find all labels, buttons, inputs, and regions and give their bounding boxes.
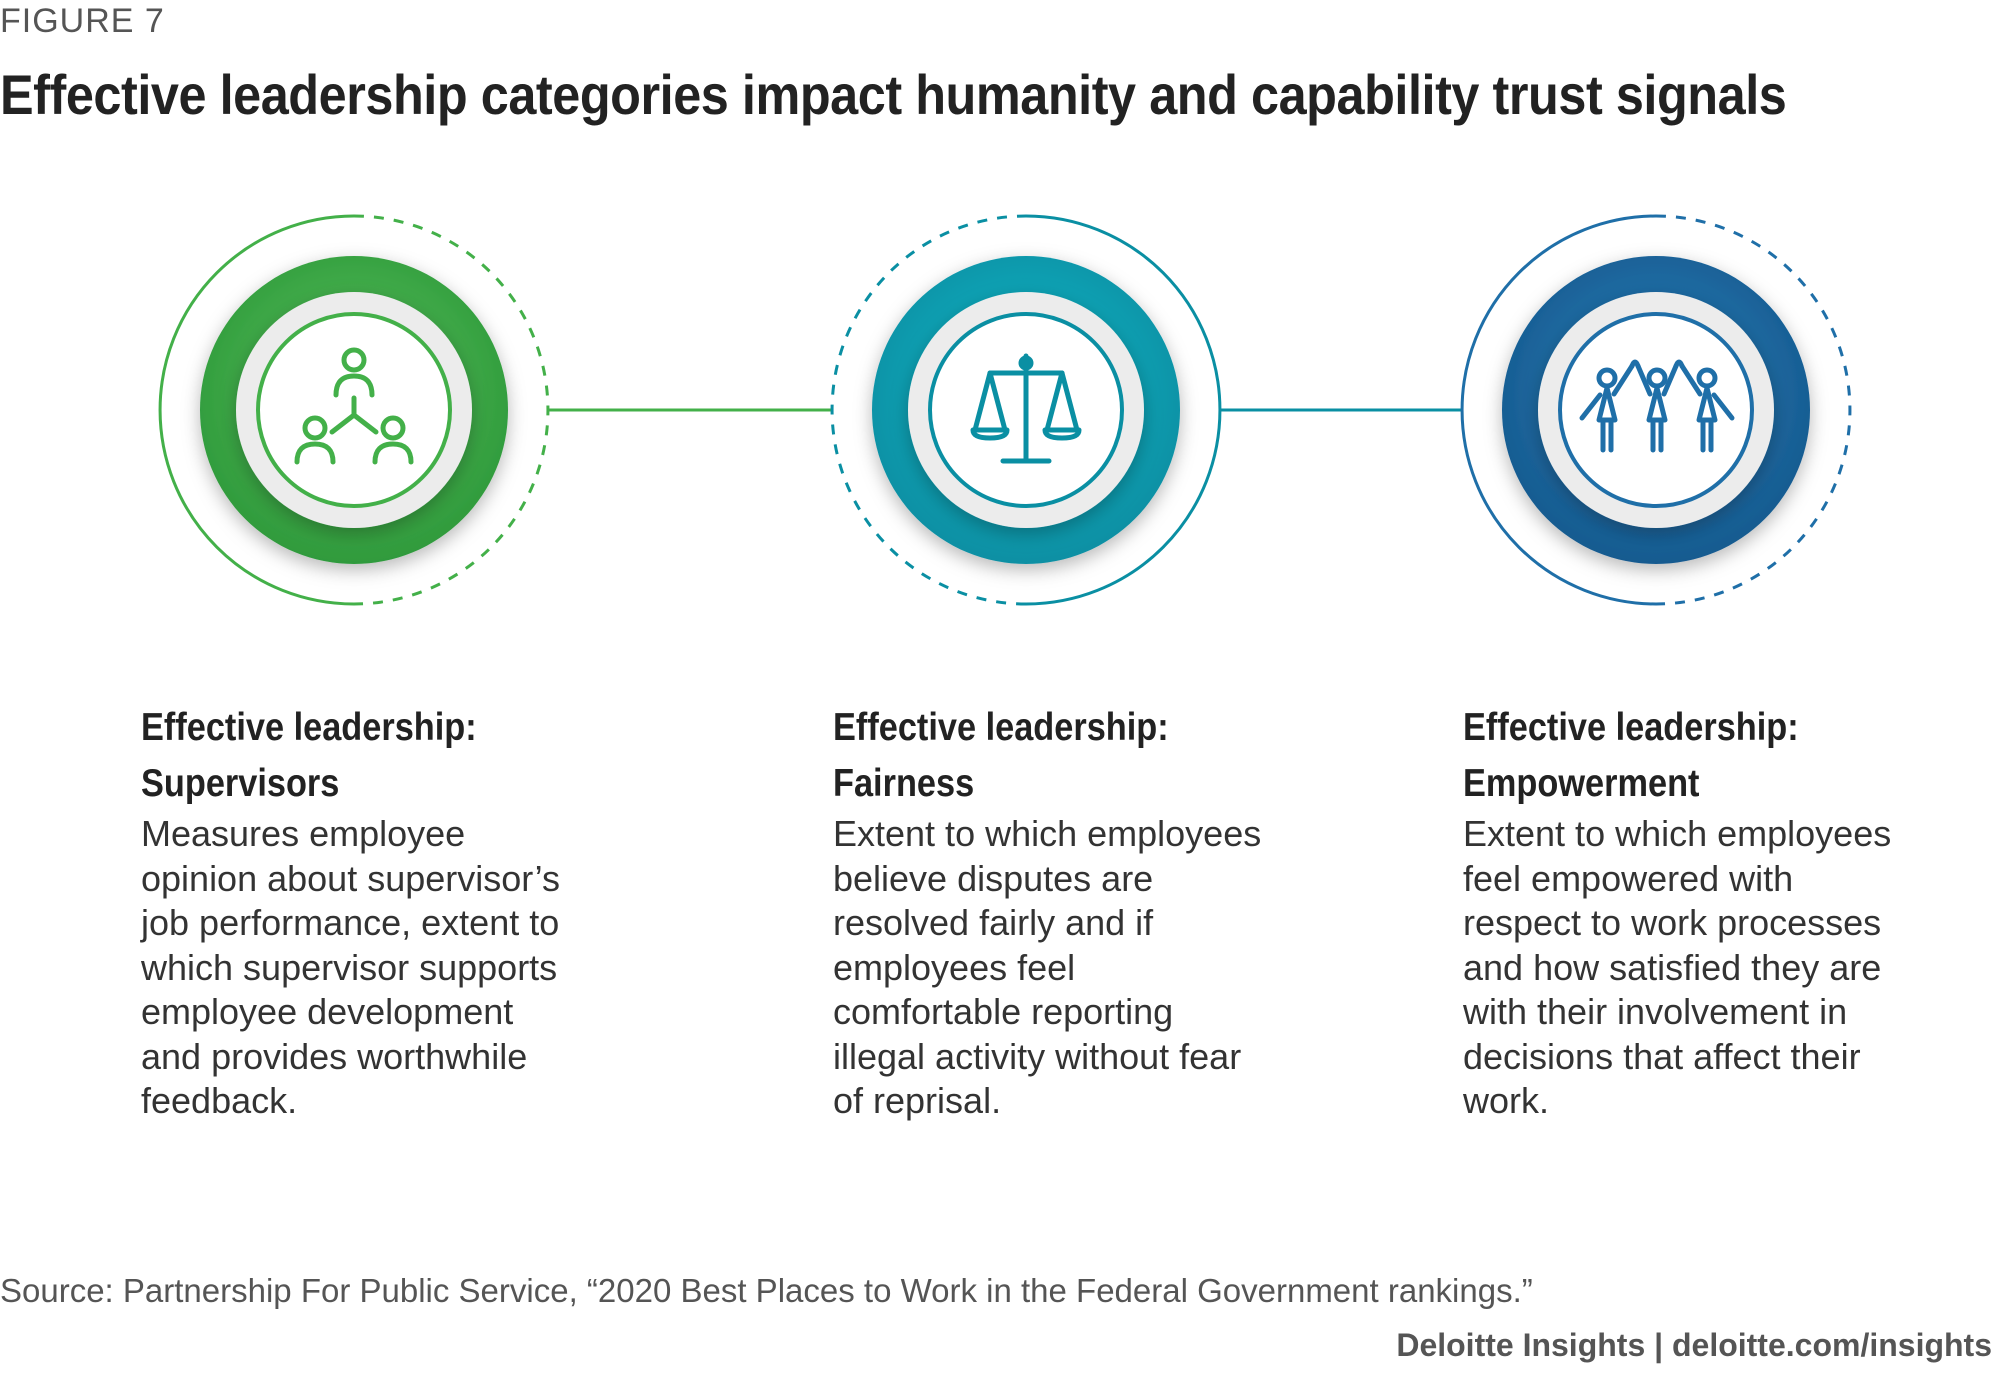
card-description: Extent to which employees believe disput… <box>833 813 1262 1121</box>
outer-ring-dashed <box>830 214 1027 606</box>
scales-of-justice-icon <box>970 353 1082 464</box>
card-heading-line1: Effective leadership: <box>141 706 477 749</box>
card-heading-line2: Supervisors <box>141 762 340 805</box>
card-empowerment: Effective leadership: Empowerment Extent… <box>1463 700 1903 1124</box>
outer-ring-dashed <box>1655 214 1852 606</box>
node-empowerment <box>1460 214 1852 606</box>
card-heading-line1: Effective leadership: <box>833 706 1169 749</box>
people-network-icon <box>294 347 414 465</box>
leadership-diagram <box>158 214 1852 606</box>
card-fairness: Effective leadership: Fairness Extent to… <box>833 700 1273 1124</box>
card-heading-line2: Fairness <box>833 762 975 805</box>
card-description: Extent to which employees feel empowered… <box>1463 813 1892 1121</box>
figure-label: FIGURE 7 <box>0 2 165 40</box>
node-supervisors <box>158 214 550 606</box>
card-description: Measures employee opinion about supervis… <box>141 813 560 1121</box>
figure-title: Effective leadership categories impact h… <box>0 63 1787 126</box>
outer-ring-dashed <box>353 214 550 606</box>
outer-ring-solid <box>158 214 355 606</box>
card-supervisors: Effective leadership: Supervisors Measur… <box>141 700 581 1124</box>
card-heading-line1: Effective leadership: <box>1463 706 1799 749</box>
node-fairness <box>830 214 1222 606</box>
brand-credit: Deloitte Insights | deloitte.com/insight… <box>1396 1327 1992 1363</box>
people-raised-hands-icon <box>1579 359 1735 453</box>
outer-ring-solid <box>1025 214 1222 606</box>
outer-ring-solid <box>1460 214 1657 606</box>
source-note: Source: Partnership For Public Service, … <box>0 1272 1533 1309</box>
card-heading-line2: Empowerment <box>1463 762 1700 805</box>
